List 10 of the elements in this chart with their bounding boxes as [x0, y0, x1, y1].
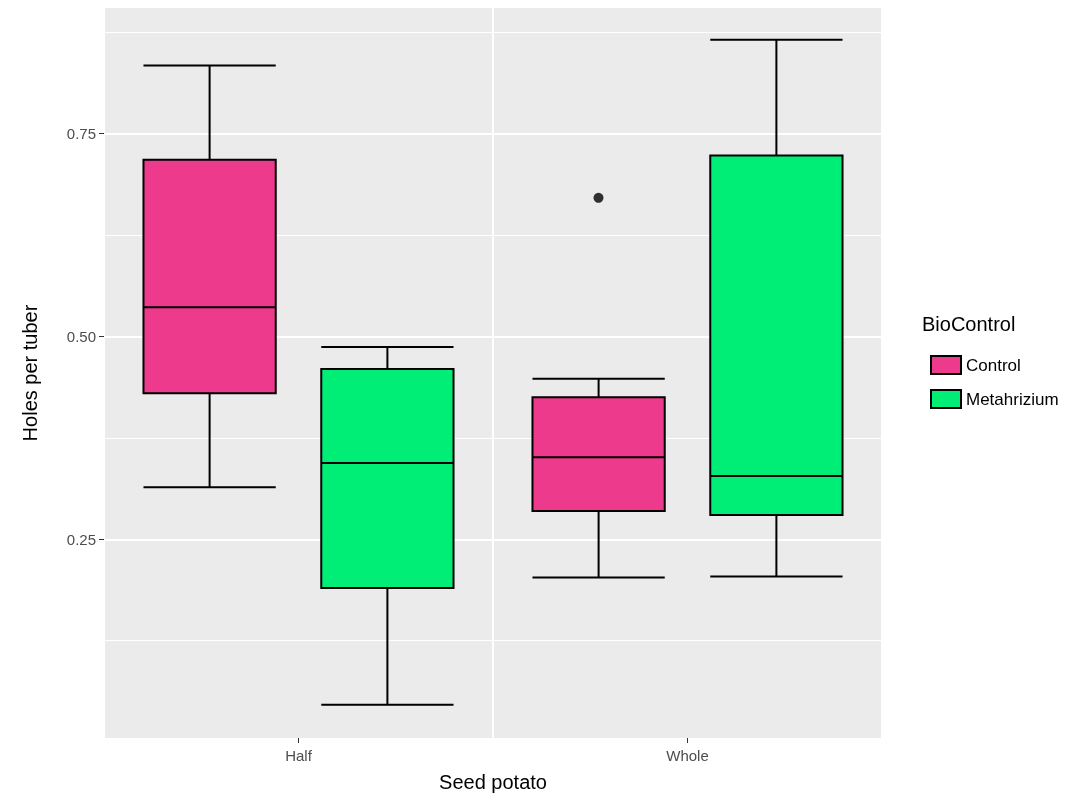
y-tick-label: 0.25 [66, 530, 96, 548]
legend-title: BioControl [922, 313, 1016, 335]
legend-label: Control [966, 355, 1021, 375]
x-tick-label: Half [285, 747, 313, 764]
y-tick-label: 0.75 [66, 125, 96, 143]
legend-label: Metahrizium [966, 389, 1059, 409]
y-tick-label: 0.50 [66, 328, 96, 345]
x-tick-label: Whole [666, 747, 709, 764]
x-axis-title: Seed potato [439, 771, 547, 793]
y-axis-title: Holes per tuber [19, 304, 41, 442]
